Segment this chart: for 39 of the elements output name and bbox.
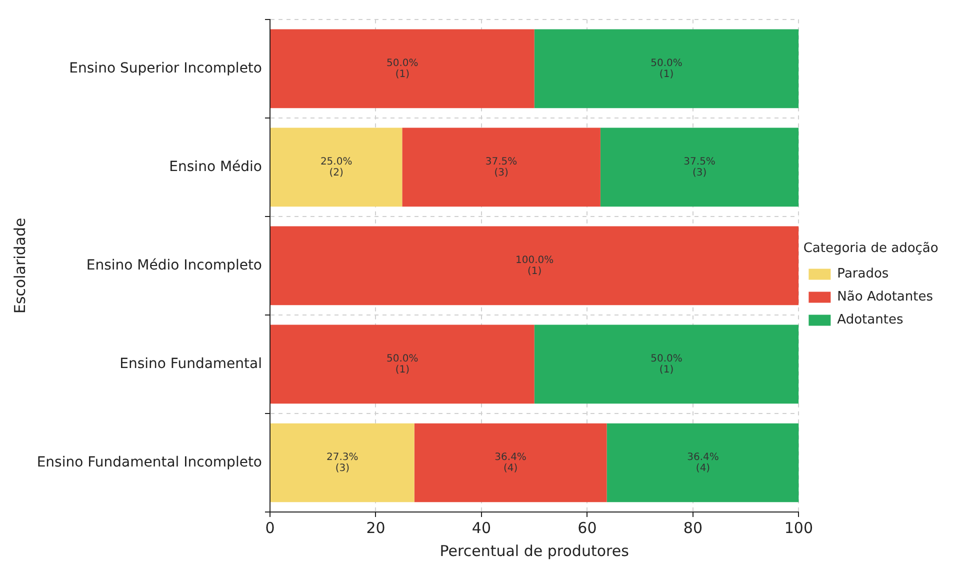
bar bbox=[270, 226, 799, 306]
bar bbox=[534, 29, 799, 108]
bar bbox=[600, 128, 799, 207]
data-label: 36.4% (4) bbox=[494, 452, 526, 474]
y-tick-label: Ensino Médio Incompleto bbox=[86, 257, 262, 274]
legend-title: Categoria de adoção bbox=[803, 241, 938, 256]
y-tick-label: Ensino Fundamental Incompleto bbox=[36, 454, 262, 470]
bar bbox=[270, 423, 414, 502]
x-tick-label: 100 bbox=[784, 518, 813, 537]
bar bbox=[270, 128, 402, 207]
data-label: 100.0% (1) bbox=[516, 254, 554, 277]
y-tick-label: Ensino Fundamental bbox=[120, 356, 262, 372]
bar bbox=[414, 423, 607, 502]
data-label: 50.0% (1) bbox=[386, 58, 418, 80]
legend-label: Parados bbox=[837, 266, 889, 282]
data-label: 25.0% (2) bbox=[320, 156, 352, 178]
legend-label: Adotantes bbox=[837, 312, 904, 328]
data-label: 37.5% (3) bbox=[485, 156, 518, 178]
x-tick-label: 0 bbox=[265, 518, 275, 537]
bar bbox=[534, 324, 799, 404]
x-tick-label: 60 bbox=[578, 518, 597, 537]
data-label: 50.0% (1) bbox=[386, 353, 418, 376]
y-tick-label: Ensino Médio bbox=[169, 158, 262, 175]
x-tick-label: 40 bbox=[472, 518, 492, 537]
y-axis-title: Escolaridade bbox=[10, 218, 29, 314]
x-tick-label: 20 bbox=[366, 518, 386, 537]
data-label: 50.0% (1) bbox=[650, 353, 682, 376]
data-label: 36.4% (4) bbox=[687, 452, 719, 474]
bar bbox=[402, 128, 600, 207]
bar bbox=[270, 29, 534, 108]
bar bbox=[606, 423, 799, 502]
y-tick-label: Ensino Superior Incompleto bbox=[69, 60, 262, 76]
bar bbox=[270, 324, 534, 404]
data-label: 50.0% (1) bbox=[650, 58, 682, 80]
x-tick-label: 80 bbox=[683, 518, 702, 537]
data-label: 27.3% (3) bbox=[326, 452, 358, 474]
data-label: 37.5% (3) bbox=[684, 156, 716, 178]
legend-label: Não Adotantes bbox=[837, 290, 934, 305]
x-axis-title: Percentual de produtores bbox=[440, 542, 630, 560]
